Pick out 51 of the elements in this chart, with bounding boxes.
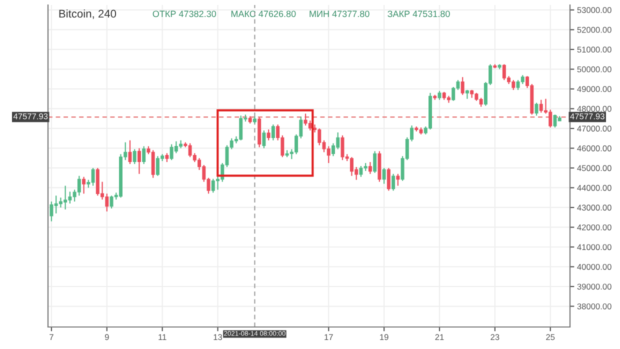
ref-line-label: 47577.93 (570, 113, 604, 120)
candlestick (318, 128, 322, 146)
y-tick-label: 51000.00 (577, 46, 612, 53)
text: 47577.93 (13, 113, 48, 120)
y-tick-label: 45000.00 (577, 165, 612, 172)
y-tick-label: 47000.00 (577, 126, 612, 132)
candlestick (396, 173, 400, 186)
candlestick (77, 175, 81, 196)
y-tick-label: 49000.00 (577, 86, 612, 92)
candlestick (386, 167, 390, 192)
x-tick-label: 7 (50, 334, 54, 340)
candlestick (132, 148, 136, 165)
y-tick-label: 41000.00 (577, 244, 612, 250)
y-tick-label: 42000.00 (577, 224, 612, 230)
chart-title: Bitcoin, 240 (59, 9, 116, 19)
candlestick (262, 130, 266, 149)
candlestick (460, 76, 464, 96)
y-tick-label: 38000.00 (577, 303, 612, 310)
candlestick (271, 124, 275, 141)
candlestick (368, 161, 372, 174)
x-tick-label: 23 (490, 334, 500, 340)
candlestick (392, 173, 396, 192)
candlestick (82, 176, 86, 194)
y-tick-label: 39000.00 (577, 284, 612, 290)
candlestick (142, 146, 146, 165)
candlestick (138, 148, 141, 174)
candlestick (266, 128, 270, 141)
annotation: МИН 47377.80 (310, 10, 370, 18)
x-tick-label: 25 (546, 334, 555, 340)
y-tick-label: 50000.00 (577, 66, 612, 72)
candlestick (465, 89, 469, 100)
candlestick (326, 146, 330, 164)
y-tick-label: 46000.00 (577, 145, 612, 152)
annotation: ЗАКР 47531.80 (388, 10, 450, 18)
candlestick (382, 167, 386, 184)
candlestick (304, 113, 308, 126)
x-tick-label: 21 (435, 334, 444, 340)
candlestick (373, 150, 377, 174)
y-tick-label: 53000.00 (577, 7, 612, 14)
y-tick-label: 48000.00 (577, 106, 612, 112)
annotation: МАКС 47626.80 (231, 10, 296, 18)
x-tick-label: 13 (214, 334, 222, 340)
y-tick-label: 52000.00 (577, 26, 612, 33)
y-tick-label: 43000.00 (577, 204, 612, 211)
x-tick-label: 19 (380, 334, 388, 340)
y-tick-label: 44000.00 (577, 184, 612, 191)
x-tick-label: 9 (104, 334, 109, 340)
y-tick-label: 40000.00 (577, 264, 612, 270)
annotation: ОТКР 47382.30 (152, 10, 216, 18)
x-tick-label: 11 (158, 334, 166, 340)
x-tick-label: 17 (324, 334, 333, 340)
